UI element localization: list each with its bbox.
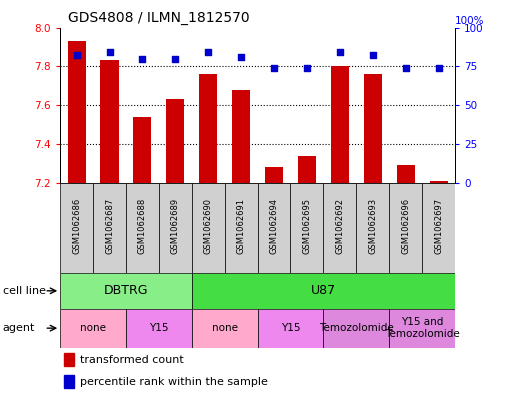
Bar	[331, 66, 349, 183]
Bar	[298, 156, 316, 183]
Text: percentile rank within the sample: percentile rank within the sample	[80, 377, 268, 387]
Text: GSM1062690: GSM1062690	[204, 198, 213, 254]
Point	[303, 65, 311, 71]
Bar	[67, 41, 86, 183]
Text: GDS4808 / ILMN_1812570: GDS4808 / ILMN_1812570	[68, 11, 249, 25]
Bar	[159, 183, 192, 273]
Bar	[232, 90, 250, 183]
Bar	[100, 61, 119, 183]
Point	[171, 55, 179, 62]
Bar	[422, 183, 455, 273]
Text: GSM1062689: GSM1062689	[171, 198, 180, 254]
Text: GSM1062691: GSM1062691	[236, 198, 246, 254]
Point	[237, 54, 245, 60]
Bar	[60, 183, 93, 273]
Text: GSM1062696: GSM1062696	[401, 198, 410, 254]
Text: GSM1062688: GSM1062688	[138, 198, 147, 254]
Text: GSM1062697: GSM1062697	[434, 198, 443, 254]
Text: GSM1062694: GSM1062694	[269, 198, 279, 254]
Bar	[192, 183, 225, 273]
Point	[72, 52, 81, 59]
Bar	[199, 74, 217, 183]
Point	[336, 49, 344, 55]
Bar	[60, 273, 192, 309]
Bar	[290, 183, 323, 273]
Bar	[192, 273, 455, 309]
Bar	[64, 375, 74, 387]
Bar	[429, 181, 448, 183]
Bar	[356, 183, 389, 273]
Point	[402, 65, 410, 71]
Bar	[323, 183, 356, 273]
Bar	[396, 165, 415, 183]
Text: GSM1062686: GSM1062686	[72, 198, 81, 254]
Bar	[323, 309, 389, 348]
Text: none: none	[212, 323, 237, 333]
Point	[369, 52, 377, 59]
Text: Y15: Y15	[149, 323, 168, 333]
Point	[204, 49, 212, 55]
Text: agent: agent	[3, 323, 35, 333]
Text: 100%: 100%	[455, 16, 484, 26]
Text: GSM1062693: GSM1062693	[368, 198, 377, 254]
Bar	[192, 309, 257, 348]
Text: cell line: cell line	[3, 286, 46, 296]
Text: none: none	[80, 323, 106, 333]
Bar	[225, 183, 257, 273]
Text: DBTRG: DBTRG	[104, 284, 148, 298]
Text: Y15: Y15	[281, 323, 300, 333]
Text: U87: U87	[311, 284, 336, 298]
Point	[105, 49, 113, 55]
Text: Y15 and
Temozolomide: Y15 and Temozolomide	[385, 318, 460, 339]
Bar	[126, 183, 159, 273]
Bar	[257, 309, 323, 348]
Text: transformed count: transformed count	[80, 355, 184, 365]
Bar	[363, 74, 382, 183]
Bar	[257, 183, 290, 273]
Bar	[166, 99, 185, 183]
Bar	[93, 183, 126, 273]
Text: GSM1062695: GSM1062695	[302, 198, 311, 254]
Text: GSM1062692: GSM1062692	[335, 198, 344, 254]
Bar	[389, 183, 422, 273]
Bar	[60, 309, 126, 348]
Bar	[133, 117, 152, 183]
Text: GSM1062687: GSM1062687	[105, 198, 114, 254]
Bar	[265, 167, 283, 183]
Bar	[64, 353, 74, 366]
Bar	[389, 309, 455, 348]
Bar	[126, 309, 192, 348]
Text: Temozolomide: Temozolomide	[319, 323, 394, 333]
Point	[270, 65, 278, 71]
Point	[138, 55, 146, 62]
Point	[435, 65, 443, 71]
